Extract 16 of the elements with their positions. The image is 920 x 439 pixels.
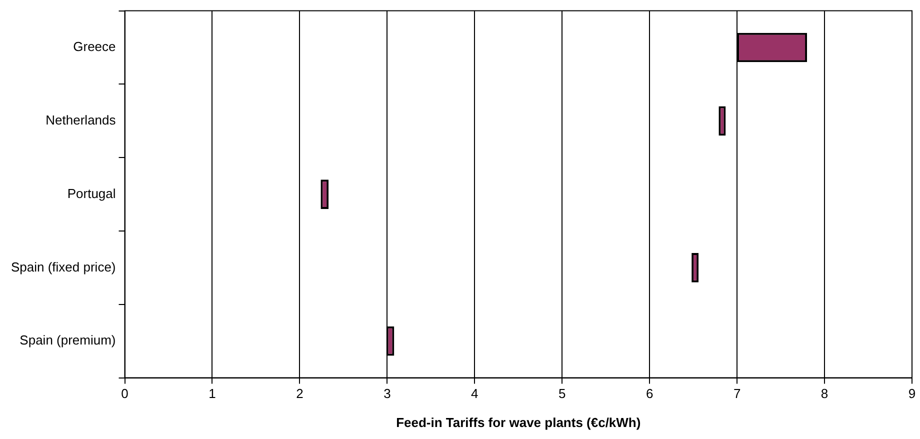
x-tick-label: 2	[296, 386, 304, 402]
y-tick-label: Netherlands	[46, 112, 116, 128]
y-tick-label: Spain (premium)	[20, 332, 116, 348]
y-tick-label: Spain (fixed price)	[10, 259, 116, 274]
y-tick-label: Greece	[73, 39, 116, 54]
y-tick-label: Portugal	[67, 186, 116, 201]
x-tick-label: 4	[471, 386, 478, 402]
x-tick-label: 6	[646, 386, 654, 402]
x-tick-label: 9	[908, 386, 916, 402]
x-tick-label: 8	[820, 386, 828, 402]
x-tick-label: 1	[208, 386, 216, 402]
x-tick-label: 0	[121, 386, 128, 402]
x-tick-label: 7	[733, 386, 741, 402]
x-tick-label: 3	[384, 386, 391, 402]
x-axis-title: Feed-in Tariffs for wave plants (€c/kWh)	[396, 414, 641, 430]
x-tick-label: 5	[558, 386, 566, 402]
